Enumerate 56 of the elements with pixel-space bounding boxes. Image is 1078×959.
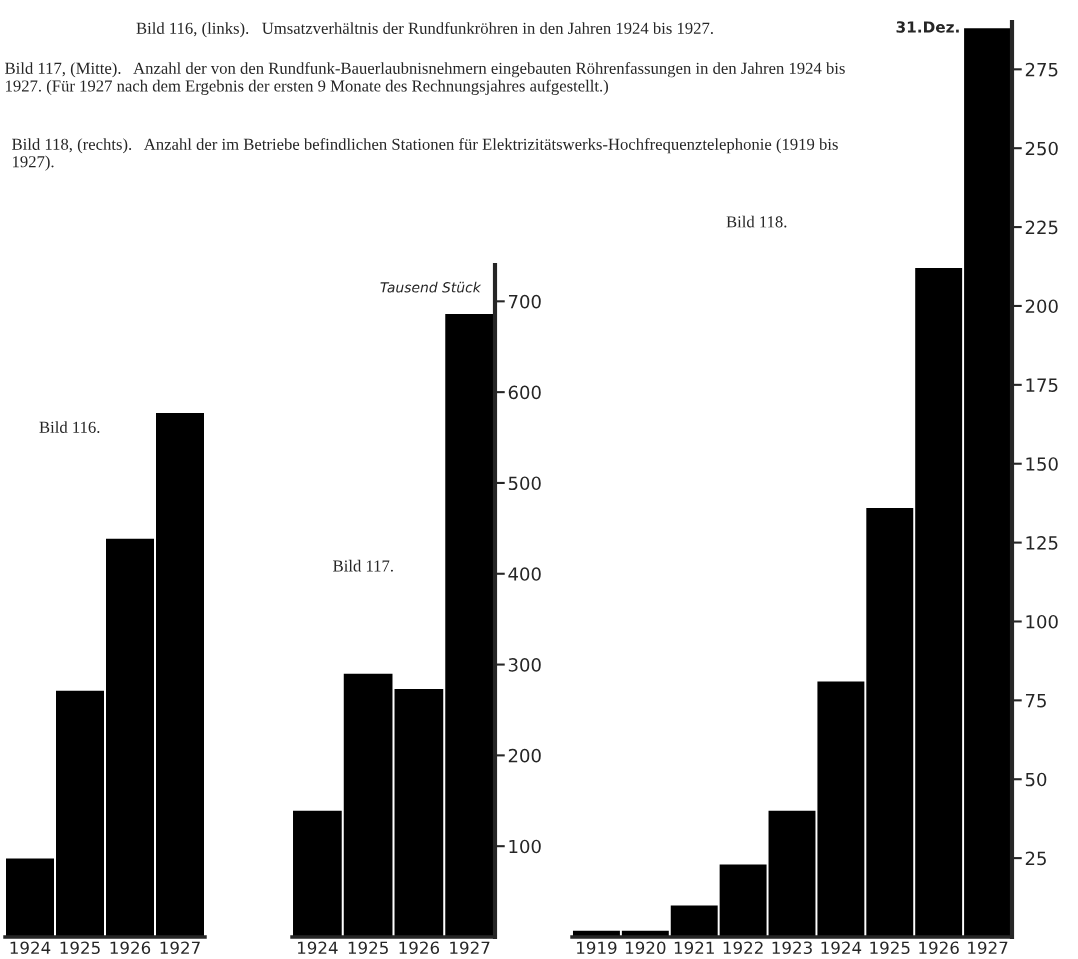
x-tick-label: 1927 — [450, 941, 490, 955]
y-tick-label: 50 — [1025, 772, 1047, 787]
y-tick-label: 150 — [1026, 457, 1058, 471]
y-tick-label: 25 — [1025, 851, 1046, 866]
y-tick-label: 400 — [508, 567, 541, 581]
x-tick-label: 1924 — [821, 941, 862, 955]
x-tick-label: 1927 — [160, 941, 200, 955]
bar — [106, 538, 154, 937]
bar — [768, 810, 816, 937]
y-tick-label: 600 — [508, 385, 541, 400]
y-tick-label: 175 — [1026, 378, 1058, 392]
x-tick-label: 1920 — [625, 941, 666, 955]
x-tick-label: 1926 — [919, 941, 959, 955]
bar — [670, 905, 718, 937]
x-tick-label: 1924 — [298, 941, 338, 955]
x-tick-label: 1924 — [10, 941, 51, 955]
bar — [394, 689, 444, 937]
y-tick-label: 200 — [1025, 299, 1058, 314]
bar — [293, 810, 342, 937]
y-tick-label: 100 — [509, 839, 541, 854]
chart-title: Bild 117, (Mitte). Anzahl der von den Rundfunk-Bauerlaubnisnehmern eingebauten Röhrenfassungen in den Jahren 1924 bis 1927. (Für 1927 nach dem Ergebnis der ersten 9 Monate des Rechnungsjahres aufgestellt.) — [5, 62, 845, 96]
y-tick-label: 125 — [1026, 536, 1058, 550]
x-tick-label: 1926 — [110, 941, 151, 955]
x-tick-label: 1923 — [772, 941, 812, 955]
annotation: Bild 117. — [333, 559, 393, 572]
x-tick-label: 1919 — [577, 941, 617, 955]
x-tick-label: 1921 — [674, 941, 714, 955]
bar — [343, 673, 393, 937]
bar — [817, 681, 865, 937]
y-tick-label: 700 — [508, 294, 541, 309]
y-tick-label: 200 — [508, 748, 541, 763]
y-tick-label: 275 — [1025, 62, 1058, 77]
x-tick-label: 1925 — [60, 941, 100, 955]
bar — [915, 268, 963, 937]
y-tick-label: 75 — [1025, 694, 1046, 708]
x-tick-label: 1925 — [870, 941, 910, 955]
bar — [6, 858, 54, 937]
bar — [156, 413, 204, 937]
bar — [866, 507, 914, 937]
annotation: 31.Dez. — [896, 21, 959, 33]
x-tick-label: 1922 — [723, 941, 763, 955]
text: Bild 116, (links). Umsatzverhältnis der Rundfunkröhren in den Jahren 1924 bis 1927. — [136, 22, 713, 38]
bar — [719, 864, 767, 937]
y-tick-label: 100 — [1026, 614, 1058, 629]
y-tick-label: 500 — [508, 476, 541, 491]
x-tick-label: 1925 — [348, 941, 388, 955]
bar — [56, 690, 104, 937]
y-tick-label: 250 — [1025, 141, 1058, 156]
annotation: Bild 116. — [39, 421, 100, 433]
x-tick-label: 1926 — [399, 941, 440, 955]
y-axis-title: Tausend Stück — [380, 281, 482, 293]
y-tick-label: 300 — [508, 658, 541, 672]
y-tick-label: 225 — [1025, 220, 1058, 235]
annotation: Bild 118. — [726, 215, 787, 228]
x-tick-label: 1927 — [968, 941, 1008, 955]
text: Bild 118, (rechts). Anzahl der im Betriebe befindlichen Stationen für Elektrizitätswerks-Hochfrequenztelephonie (1919 bis 1927). — [12, 138, 838, 171]
